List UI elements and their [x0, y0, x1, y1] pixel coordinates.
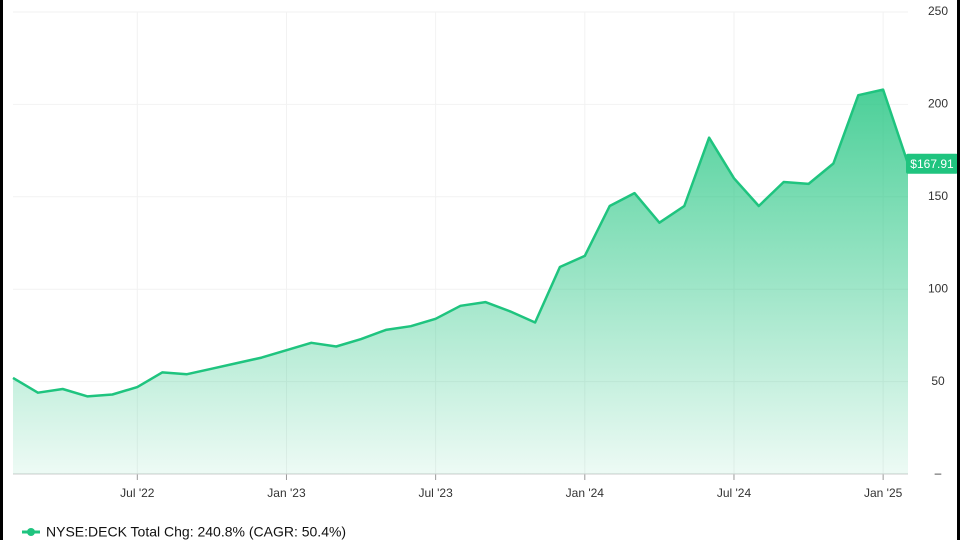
y-tick-label: 100 [928, 281, 948, 295]
legend-icon [27, 528, 35, 536]
x-tick-label: Jul '23 [418, 486, 453, 500]
x-tick-label: Jul '22 [120, 486, 155, 500]
y-tick-label: 150 [928, 189, 948, 203]
x-tick-label: Jul '24 [717, 486, 752, 500]
x-tick-label: Jan '23 [267, 486, 306, 500]
y-tick-label: – [935, 466, 942, 480]
y-tick-label: 50 [931, 374, 945, 388]
x-tick-label: Jan '24 [566, 486, 605, 500]
y-tick-label: 200 [928, 97, 948, 111]
area [13, 89, 908, 474]
y-tick-label: 250 [928, 4, 948, 18]
line [12, 88, 910, 398]
legend-label: NYSE:DECK Total Chg: 240.8% (CAGR: 50.4%… [46, 524, 346, 540]
price-tag-label: $167.91 [910, 157, 954, 171]
x-tick-label: Jan '25 [864, 486, 903, 500]
price-tag [906, 153, 957, 174]
